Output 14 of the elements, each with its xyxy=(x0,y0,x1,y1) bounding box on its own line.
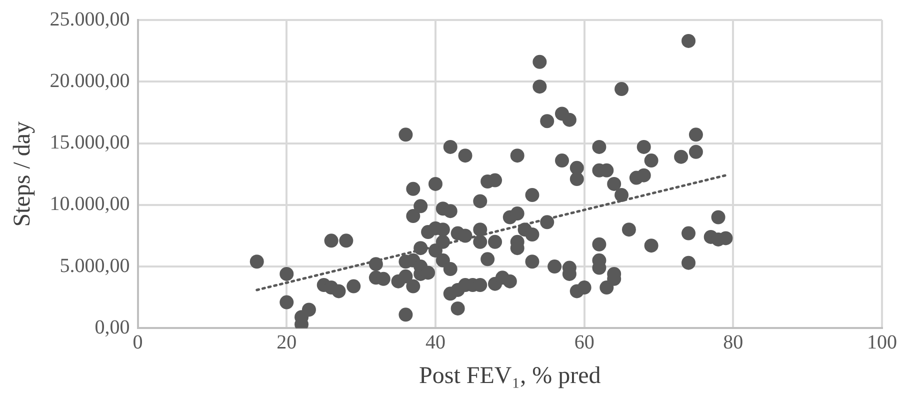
y-axis-title: Steps / day xyxy=(10,121,36,227)
y-tick-label: 10.000,00 xyxy=(50,193,130,216)
x-tick-label: 80 xyxy=(723,331,744,354)
x-tick-label: 100 xyxy=(867,331,897,354)
y-tick-label: 5.000,00 xyxy=(60,254,130,277)
y-tick-label: 25.000,00 xyxy=(50,8,130,30)
x-tick-label: 40 xyxy=(425,331,446,354)
x-tick-label: 60 xyxy=(574,331,594,354)
x-axis-title: Post FEV₁, % pred xyxy=(419,362,601,389)
x-tick-label: 0 xyxy=(132,331,143,354)
x-tick-label: 20 xyxy=(276,331,297,354)
y-tick-label: 0,00 xyxy=(94,316,130,338)
y-tick-label: 20.000,00 xyxy=(50,70,130,92)
y-tick-label: 15.000,00 xyxy=(50,132,130,154)
